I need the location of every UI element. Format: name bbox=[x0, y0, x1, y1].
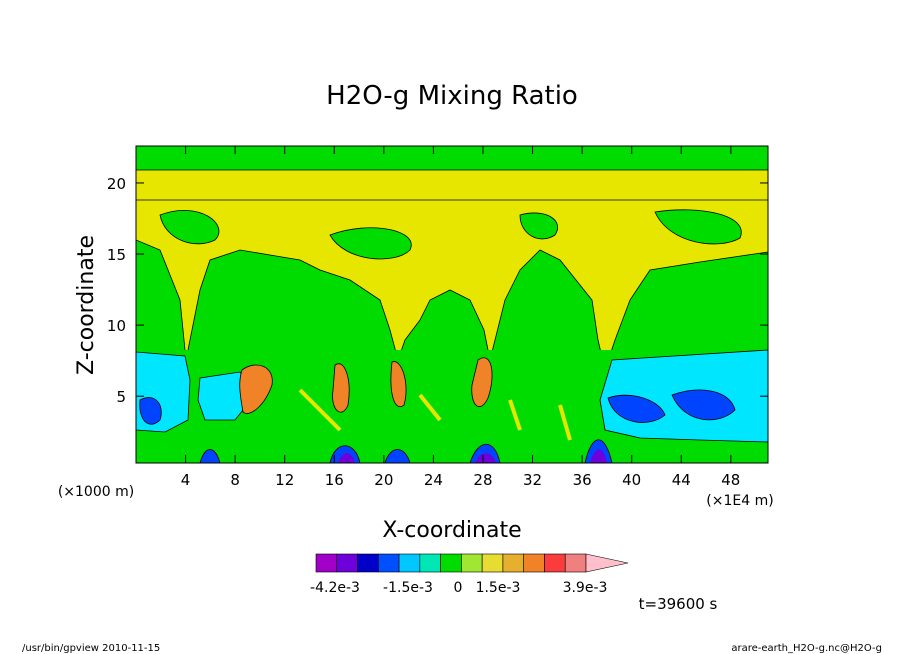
colorbar bbox=[315, 553, 629, 573]
colorbar-label: -4.2e-3 bbox=[310, 580, 360, 596]
x-tick-label: 28 bbox=[473, 471, 492, 489]
x-tick-label: 4 bbox=[181, 471, 191, 489]
colorbar-extend-arrow bbox=[585, 553, 629, 573]
field-region-blue-1 bbox=[139, 397, 162, 425]
colorbar-label: -1.5e-3 bbox=[383, 580, 433, 596]
field-plume-yellow-1 bbox=[298, 388, 572, 441]
field-region-blue-2 bbox=[607, 394, 666, 423]
x-axis-ticks: 4 8 12 16 20 24 28 32 36 40 44 48 bbox=[181, 146, 740, 489]
y-axis-label: Z-coordinate bbox=[74, 235, 99, 375]
field-plume-orange-3 bbox=[390, 361, 407, 408]
colorbar-swatch bbox=[357, 553, 379, 573]
colorbar-swatch bbox=[378, 553, 400, 573]
plot-frame bbox=[135, 145, 769, 464]
field-island-green-1 bbox=[159, 210, 220, 245]
colorbar-swatch bbox=[481, 553, 504, 573]
x-tick-label: 20 bbox=[374, 471, 393, 489]
x-axis-label: X-coordinate bbox=[382, 518, 521, 543]
y-axis-ticks: 5 10 15 20 bbox=[107, 175, 768, 406]
colorbar-swatch bbox=[564, 553, 587, 573]
colorbar-label: 3.9e-3 bbox=[563, 580, 608, 596]
colorbar-swatch bbox=[544, 553, 566, 573]
colorbar-swatch bbox=[315, 553, 338, 573]
field-island-green-3 bbox=[654, 209, 742, 245]
y-tick-label: 20 bbox=[107, 175, 126, 193]
field-island-green-2 bbox=[329, 227, 412, 260]
y-tick-label: 5 bbox=[116, 388, 126, 406]
colorbar-swatch bbox=[398, 553, 421, 573]
x-axis-unit-right: (×1E4 m) bbox=[706, 493, 773, 509]
x-tick-label: 36 bbox=[573, 471, 592, 489]
x-tick-label: 44 bbox=[672, 471, 691, 489]
field-island-green-4 bbox=[519, 212, 558, 240]
colorbar-swatch bbox=[502, 553, 524, 573]
colorbar-label: 1.5e-3 bbox=[476, 580, 521, 596]
field-plume-orange-1 bbox=[239, 364, 273, 414]
colorbar-swatch bbox=[419, 553, 441, 573]
colorbar-swatch bbox=[440, 553, 462, 573]
x-tick-label: 8 bbox=[230, 471, 240, 489]
x-tick-label: 24 bbox=[424, 471, 443, 489]
x-tick-label: 40 bbox=[622, 471, 641, 489]
x-tick-label: 16 bbox=[325, 471, 344, 489]
x-axis-unit-left: (×1000 m) bbox=[58, 484, 134, 500]
colorbar-labels: -4.2e-3 -1.5e-3 0 1.5e-3 3.9e-3 bbox=[310, 580, 607, 596]
y-tick-label: 10 bbox=[107, 317, 126, 335]
time-label: t=39600 s bbox=[639, 595, 718, 613]
colorbar-swatch bbox=[461, 553, 483, 573]
footer-left: /usr/bin/gpview 2010-11-15 bbox=[22, 643, 160, 654]
contour-field bbox=[136, 146, 768, 463]
field-region-blue-3 bbox=[671, 389, 736, 421]
footer-right: arare-earth_H2O-g.nc@H2O-g bbox=[731, 643, 882, 654]
colorbar-swatch bbox=[523, 553, 545, 573]
x-tick-label: 48 bbox=[721, 471, 740, 489]
field-region-mid-yellow bbox=[136, 199, 768, 372]
colorbar-label: 0 bbox=[454, 580, 463, 596]
y-tick-label: 15 bbox=[107, 246, 126, 264]
field-bottom-blue bbox=[199, 439, 613, 463]
field-plume-orange-4 bbox=[471, 357, 493, 408]
x-tick-label: 12 bbox=[275, 471, 294, 489]
field-plume-orange-2 bbox=[332, 363, 350, 413]
x-tick-label: 32 bbox=[523, 471, 542, 489]
colorbar-swatch bbox=[336, 553, 358, 573]
chart-title: H2O-g Mixing Ratio bbox=[326, 81, 578, 111]
